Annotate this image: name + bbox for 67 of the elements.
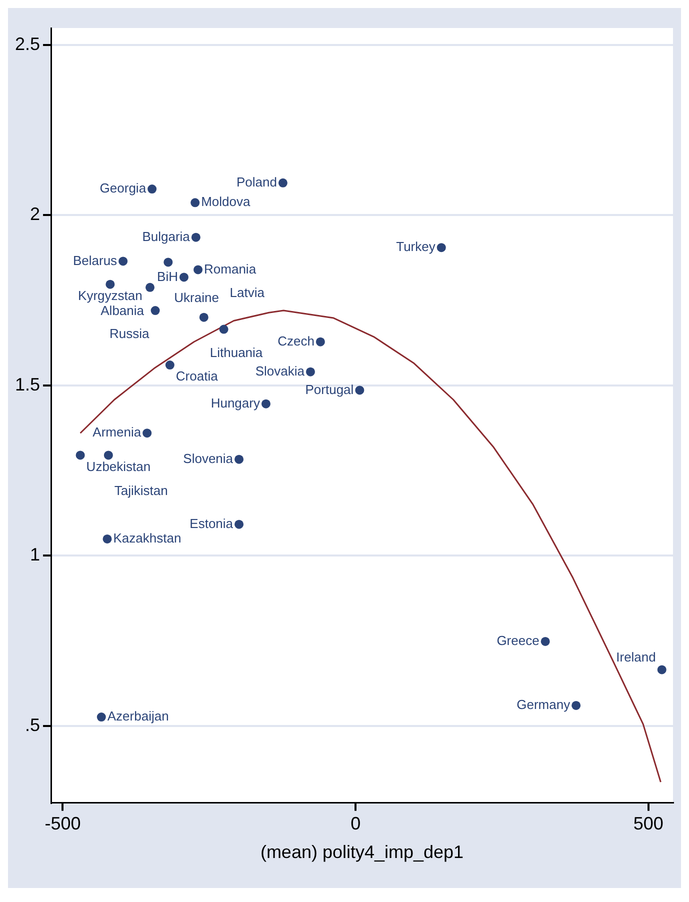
annotation: Estonia bbox=[190, 516, 234, 531]
point bbox=[572, 700, 581, 710]
annotation: Azerbaijan bbox=[107, 708, 169, 724]
x-tick-label: -500 bbox=[44, 814, 81, 834]
point bbox=[142, 428, 152, 438]
x-tick-label: 0 bbox=[350, 814, 361, 834]
point bbox=[118, 256, 128, 266]
point bbox=[164, 258, 173, 267]
point bbox=[306, 367, 315, 376]
y-tick-label: 2 bbox=[30, 204, 40, 224]
annotation: Poland bbox=[236, 174, 277, 190]
annotation: Georgia bbox=[100, 180, 147, 196]
point bbox=[96, 712, 106, 722]
point bbox=[540, 636, 550, 646]
annotation: Ukraine bbox=[174, 290, 219, 305]
annotation: Turkey bbox=[396, 239, 436, 254]
annotation: Ireland bbox=[616, 649, 656, 664]
point bbox=[219, 324, 228, 334]
annotation: Belarus bbox=[72, 252, 118, 268]
point bbox=[194, 265, 203, 274]
point bbox=[148, 184, 157, 194]
annotation: Germany bbox=[516, 697, 571, 712]
point bbox=[102, 534, 112, 544]
point bbox=[316, 337, 325, 346]
point bbox=[261, 399, 270, 408]
y-tick-label: 1.5 bbox=[14, 374, 40, 394]
annotation: Uzbekistan bbox=[86, 458, 151, 474]
annotation: Czech bbox=[278, 333, 314, 348]
point bbox=[234, 520, 244, 529]
annotation: Hungary bbox=[210, 395, 260, 410]
annotation: Lithuania bbox=[210, 344, 264, 360]
point bbox=[165, 360, 174, 370]
annotation: BiH bbox=[157, 268, 178, 284]
point bbox=[146, 282, 154, 292]
x-axis-title: (mean) polity4_imp_dep1 bbox=[260, 842, 464, 862]
point bbox=[234, 454, 244, 464]
point bbox=[76, 450, 85, 460]
annotation: Greece bbox=[496, 633, 540, 648]
annotation: Armenia bbox=[92, 424, 142, 440]
annotation: Tajikistan bbox=[114, 482, 168, 498]
annotation: Russia bbox=[110, 326, 150, 342]
annotation: Bulgaria bbox=[142, 228, 191, 244]
annotation: Slovenia bbox=[183, 450, 234, 466]
point bbox=[278, 178, 288, 188]
point bbox=[179, 272, 188, 282]
annotation: Croatia bbox=[176, 368, 219, 384]
point bbox=[657, 665, 666, 674]
annotation: Kyrgyzstan bbox=[78, 288, 142, 303]
annotation: Moldova bbox=[201, 194, 252, 210]
annotation: Albania bbox=[100, 302, 145, 318]
point bbox=[436, 243, 446, 252]
annotation: Latvia bbox=[230, 284, 266, 300]
x-tick-label: 500 bbox=[633, 814, 664, 834]
annotation: Portugal bbox=[305, 382, 354, 397]
annotation: Kazakhstan bbox=[113, 530, 182, 546]
point bbox=[104, 450, 113, 460]
point bbox=[199, 312, 208, 322]
point bbox=[190, 198, 200, 208]
point bbox=[191, 232, 200, 242]
point bbox=[106, 280, 115, 289]
annotation: Romania bbox=[204, 261, 257, 276]
point bbox=[355, 386, 364, 395]
y-tick-label: 1 bbox=[30, 544, 40, 565]
point bbox=[150, 306, 160, 316]
y-tick-label: 2.5 bbox=[14, 34, 40, 54]
annotation: Slovakia bbox=[255, 363, 306, 378]
y-tick-label: .5 bbox=[25, 714, 40, 735]
